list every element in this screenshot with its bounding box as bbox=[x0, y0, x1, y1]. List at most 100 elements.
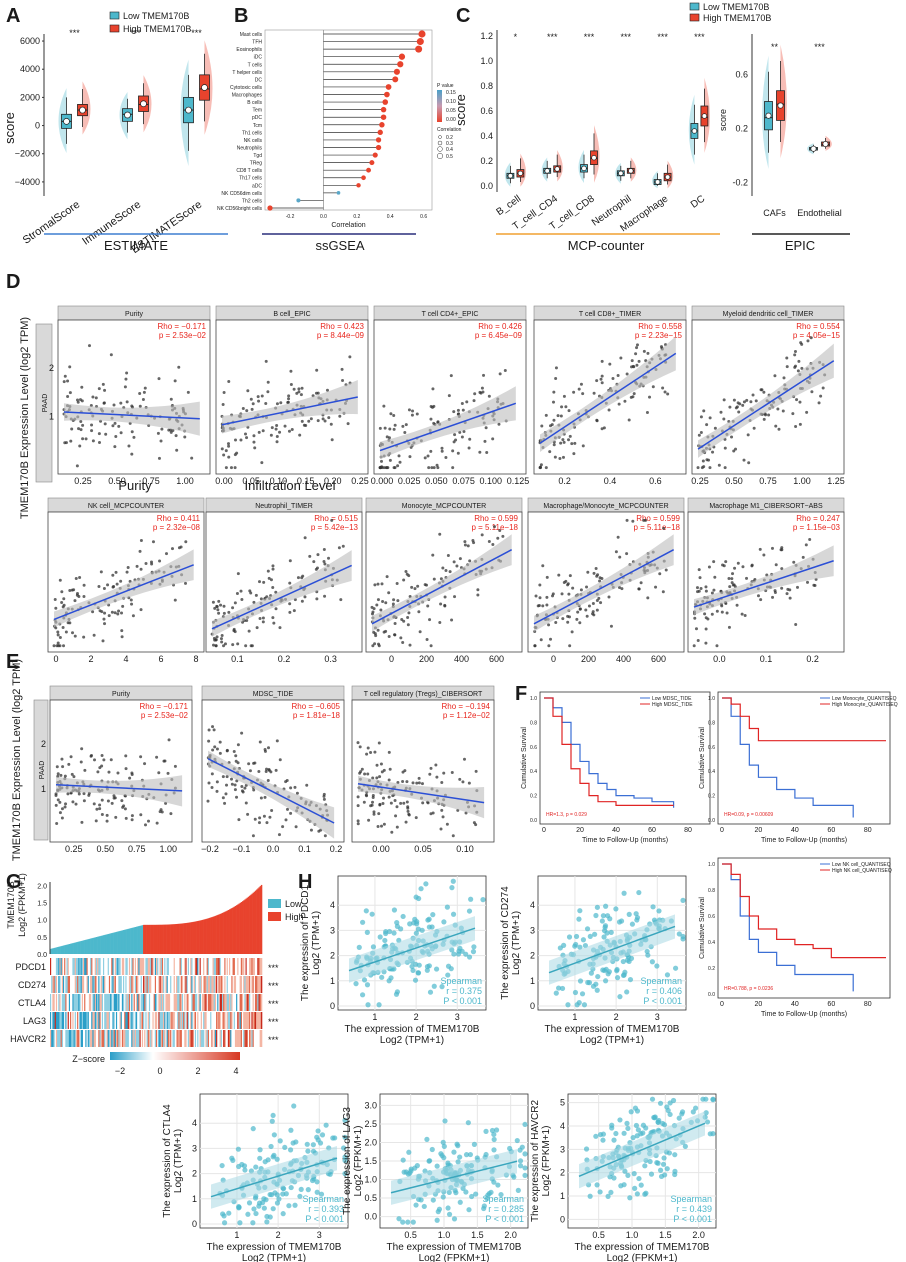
heatmap-cell bbox=[177, 976, 179, 993]
data-point bbox=[53, 597, 57, 601]
data-point bbox=[511, 1174, 517, 1180]
data-point bbox=[587, 1193, 593, 1199]
data-point bbox=[115, 582, 119, 586]
heatmap-cell bbox=[99, 994, 101, 1011]
heatmap-cell bbox=[165, 994, 167, 1011]
heatmap-cell bbox=[176, 958, 178, 975]
data-point bbox=[222, 453, 226, 457]
hr-label: HR=1.3, p = 0.029 bbox=[546, 812, 587, 818]
data-point bbox=[646, 351, 650, 355]
heatmap-cell bbox=[233, 976, 236, 993]
data-point bbox=[93, 758, 97, 762]
rho-label: Rho = −0.605 bbox=[292, 702, 341, 711]
data-point bbox=[710, 591, 714, 595]
expression-bar bbox=[132, 927, 134, 954]
heatmap-cell bbox=[151, 1030, 153, 1047]
heatmap-cell bbox=[141, 1030, 144, 1047]
heatmap-cell bbox=[150, 1012, 152, 1029]
data-point bbox=[292, 609, 296, 613]
data-point bbox=[274, 1156, 280, 1162]
x-tick-label: 2 bbox=[614, 1012, 619, 1022]
data-point bbox=[70, 427, 74, 431]
data-point bbox=[621, 1182, 627, 1188]
heatmap-cell bbox=[253, 1030, 256, 1047]
heatmap-cell bbox=[223, 994, 225, 1011]
data-point bbox=[407, 611, 411, 615]
data-point bbox=[664, 972, 671, 978]
mean-point bbox=[618, 170, 624, 176]
data-point bbox=[252, 788, 256, 792]
data-point bbox=[387, 436, 391, 440]
y-axis-unit: Log2 (FPKM+1) bbox=[541, 1126, 552, 1197]
heatmap-cell bbox=[246, 994, 249, 1011]
data-point bbox=[144, 562, 148, 566]
data-point bbox=[82, 583, 86, 587]
x-axis-label: Time to Follow-Up (months) bbox=[761, 1011, 847, 1018]
data-point bbox=[774, 424, 778, 428]
data-point bbox=[795, 585, 799, 589]
data-point bbox=[455, 564, 459, 568]
regression-line bbox=[548, 925, 676, 974]
expression-bar bbox=[126, 929, 129, 954]
heatmap-cell bbox=[174, 976, 177, 993]
x-tick-label: 600 bbox=[489, 654, 504, 664]
data-point bbox=[406, 623, 410, 627]
data-point bbox=[699, 431, 703, 435]
data-point bbox=[321, 417, 325, 421]
data-point bbox=[605, 1193, 611, 1199]
data-point bbox=[806, 339, 810, 343]
mean-point bbox=[810, 145, 817, 152]
heatmap-cell bbox=[166, 994, 169, 1011]
heatmap-cell bbox=[253, 994, 256, 1011]
heatmap-cell bbox=[125, 976, 127, 993]
data-point bbox=[73, 634, 77, 638]
panel-d-letter: D bbox=[6, 271, 20, 293]
data-point bbox=[271, 1152, 277, 1158]
data-point bbox=[372, 630, 376, 634]
data-point bbox=[271, 567, 275, 571]
heatmap-cell bbox=[232, 976, 235, 993]
y-tick-label: 1 bbox=[530, 976, 535, 986]
expression-bar bbox=[65, 944, 67, 954]
data-point bbox=[216, 608, 220, 612]
heatmap-cell bbox=[105, 994, 107, 1011]
data-point bbox=[207, 739, 211, 743]
data-point bbox=[98, 803, 102, 807]
data-point bbox=[581, 1002, 588, 1008]
lollipop-dot bbox=[398, 53, 406, 60]
data-point bbox=[488, 1189, 494, 1195]
heatmap-cell bbox=[114, 976, 117, 993]
rho-label: Rho = 0.411 bbox=[157, 514, 201, 523]
data-point bbox=[173, 598, 177, 602]
data-point bbox=[377, 812, 381, 816]
data-point bbox=[385, 575, 389, 579]
heatmap-cell bbox=[186, 958, 189, 975]
data-point bbox=[595, 419, 599, 423]
data-point bbox=[587, 933, 593, 940]
heatmap-cell bbox=[157, 958, 159, 975]
heatmap-cell bbox=[133, 958, 136, 975]
expression-bar bbox=[165, 924, 167, 954]
data-point bbox=[423, 583, 427, 587]
data-point bbox=[116, 612, 120, 616]
heatmap-cell bbox=[113, 1030, 116, 1047]
data-point bbox=[103, 622, 107, 626]
data-point bbox=[102, 586, 106, 590]
data-point bbox=[498, 1191, 504, 1198]
x-tick-label: 600 bbox=[651, 654, 666, 664]
cell-label: T cells bbox=[248, 62, 263, 68]
y-tick-label: 4 bbox=[330, 900, 335, 910]
data-point bbox=[426, 916, 432, 922]
data-point bbox=[353, 981, 359, 987]
heatmap-cell bbox=[123, 994, 125, 1011]
data-point bbox=[604, 913, 611, 919]
heatmap-cell bbox=[73, 1012, 76, 1029]
data-point bbox=[466, 544, 470, 548]
heatmap-cell bbox=[66, 976, 68, 993]
data-point bbox=[411, 781, 415, 785]
heatmap-cell bbox=[91, 976, 93, 993]
data-point bbox=[372, 810, 376, 814]
data-point bbox=[212, 643, 216, 647]
data-point bbox=[264, 1219, 270, 1225]
heatmap-cell bbox=[110, 994, 112, 1011]
